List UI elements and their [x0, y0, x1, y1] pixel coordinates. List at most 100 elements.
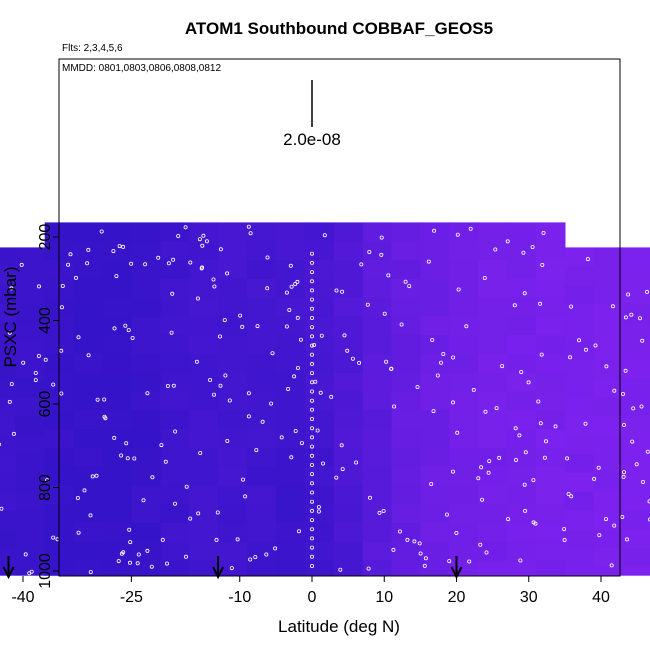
heatmap-cell [0, 247, 17, 267]
heatmap-cell [593, 529, 624, 549]
heatmap-cell [131, 466, 161, 486]
heatmap-cell [564, 322, 595, 342]
heatmap-cell [536, 447, 566, 468]
sample-marker [422, 563, 427, 568]
heatmap-cell [362, 260, 393, 280]
heatmap-cell [131, 447, 161, 468]
sample-marker [66, 262, 71, 267]
heatmap-cell [131, 335, 161, 355]
heatmap-cell [593, 285, 624, 305]
sample-marker [75, 495, 80, 500]
sample-marker [365, 302, 370, 307]
heatmap-cell [449, 316, 479, 336]
heatmap-cell [449, 372, 479, 393]
heatmap-cell [247, 541, 277, 562]
sample-marker [21, 360, 26, 365]
heatmap-cell [391, 466, 421, 486]
heatmap-cell [0, 378, 17, 399]
sample-marker [112, 435, 117, 440]
heatmap-cell [73, 560, 104, 576]
sample-marker [183, 554, 188, 559]
heatmap-cell [0, 416, 17, 436]
heatmap-cell [15, 548, 46, 568]
sample-marker [128, 540, 133, 545]
heatmap-cell [564, 454, 595, 474]
sample-marker [320, 461, 325, 466]
sample-marker [391, 547, 396, 552]
heatmap-cell [15, 435, 46, 455]
heatmap-cell [333, 447, 364, 468]
sample-marker [201, 233, 206, 238]
sample-marker [350, 356, 355, 361]
sample-marker [622, 422, 627, 427]
heatmap-cell [536, 278, 566, 299]
sample-marker [630, 439, 635, 444]
sample-marker [379, 252, 384, 257]
sample-marker [119, 453, 124, 458]
heatmap-cell [160, 523, 190, 543]
heatmap-cell [449, 241, 479, 261]
heatmap-cell [420, 560, 450, 576]
sample-marker [127, 560, 132, 565]
heatmap-cell [391, 504, 421, 524]
heatmap-cell [362, 504, 393, 524]
heatmap-cell [304, 523, 335, 543]
heatmap-cell [73, 241, 104, 261]
sample-marker [225, 271, 230, 276]
sample-marker [126, 328, 131, 333]
sample-marker [270, 351, 275, 356]
heatmap-cell [131, 391, 161, 411]
sample-marker [124, 441, 129, 446]
heatmap-cell [333, 372, 364, 393]
heatmap-cell [564, 266, 595, 286]
heatmap-cell [507, 504, 537, 524]
heatmap-cell [218, 335, 248, 355]
sample-marker [500, 364, 505, 369]
heatmap-cell [102, 523, 132, 543]
sample-marker [208, 377, 213, 382]
sample-marker [218, 383, 223, 388]
heatmap-cell [304, 278, 335, 299]
heatmap-cell [420, 447, 450, 468]
heatmap-cell [73, 541, 104, 562]
sample-marker [309, 251, 314, 256]
sample-marker [638, 316, 643, 321]
sample-marker [621, 474, 626, 479]
sample-marker [51, 535, 56, 540]
heatmap-cell [15, 397, 46, 418]
heatmap-cell [391, 241, 421, 261]
heatmap-cell [160, 316, 190, 336]
heatmap-cell [333, 429, 364, 449]
sample-marker [367, 249, 372, 254]
heatmap-cell [218, 353, 248, 374]
heatmap-cell [0, 529, 17, 549]
heatmap-cell [189, 504, 219, 524]
heatmap-cell [304, 410, 335, 430]
heatmap-cell [564, 510, 595, 530]
heatmap-cell [536, 297, 566, 317]
sample-marker [309, 361, 314, 366]
heatmap-cell [275, 429, 306, 449]
sample-marker [403, 279, 408, 284]
heatmap-cell [536, 560, 566, 576]
heatmap-cell [131, 523, 161, 543]
heatmap-cell [275, 316, 306, 336]
sample-marker [309, 490, 314, 495]
sample-marker [309, 416, 314, 421]
sample-marker [542, 455, 547, 460]
heatmap-cell [507, 391, 537, 411]
heatmap-cell [275, 241, 306, 261]
sample-marker [159, 443, 164, 448]
heatmap-cell [333, 466, 364, 486]
heatmap-cell [160, 260, 190, 280]
sample-marker [248, 231, 253, 236]
heatmap-cell [420, 372, 450, 393]
heatmap-cell [218, 316, 248, 336]
heatmap-cell [622, 341, 650, 361]
heatmap-cell [131, 429, 161, 449]
sample-marker [163, 459, 168, 464]
sample-marker [9, 381, 14, 386]
sample-marker [645, 449, 650, 454]
sample-marker [577, 338, 582, 343]
heatmap-cell [536, 504, 566, 524]
